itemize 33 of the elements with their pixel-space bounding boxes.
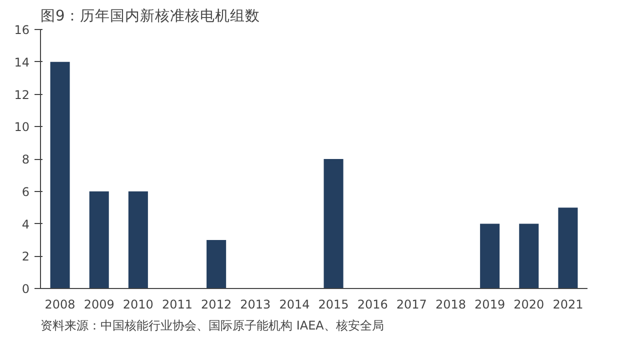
bar	[206, 240, 226, 288]
y-tick-label: 6	[22, 184, 30, 199]
bar	[480, 224, 500, 288]
bar	[128, 191, 148, 288]
bar	[324, 159, 344, 288]
x-tick-label: 2014	[279, 298, 310, 312]
bar	[89, 191, 109, 288]
x-tick-label: 2020	[514, 298, 544, 312]
bar	[519, 224, 539, 288]
y-tick-label: 10	[14, 120, 30, 134]
y-tick-label: 0	[22, 282, 30, 296]
y-tick-label: 14	[14, 55, 30, 70]
x-tick-label: 2018	[435, 298, 466, 312]
x-tick-label: 2016	[357, 298, 388, 312]
x-tick-label: 2017	[396, 298, 427, 312]
text: 资料来源：中国核能行业协会、国际原子能机构 IAEA、核安全局	[40, 318, 384, 332]
x-tick-label: 2019	[474, 298, 506, 312]
x-tick-label: 2011	[162, 298, 193, 312]
x-tick-label: 2015	[318, 298, 349, 312]
x-tick-label: 2010	[122, 298, 154, 312]
y-tick-label: 12	[14, 88, 30, 102]
bar	[558, 208, 578, 288]
x-tick-label: 2009	[84, 298, 114, 312]
bar	[50, 62, 70, 288]
x-tick-label: 2021	[552, 298, 584, 312]
y-tick-label: 2	[22, 250, 30, 264]
chart-title: 图9：历年国内新核准核电机组数	[40, 8, 260, 24]
y-tick-label: 8	[22, 152, 30, 166]
x-tick-label: 2013	[240, 298, 271, 312]
x-tick-label: 2008	[44, 298, 76, 312]
x-tick-label: 2012	[201, 298, 232, 312]
y-tick-label: 4	[22, 217, 30, 232]
y-tick-label: 16	[14, 23, 30, 37]
